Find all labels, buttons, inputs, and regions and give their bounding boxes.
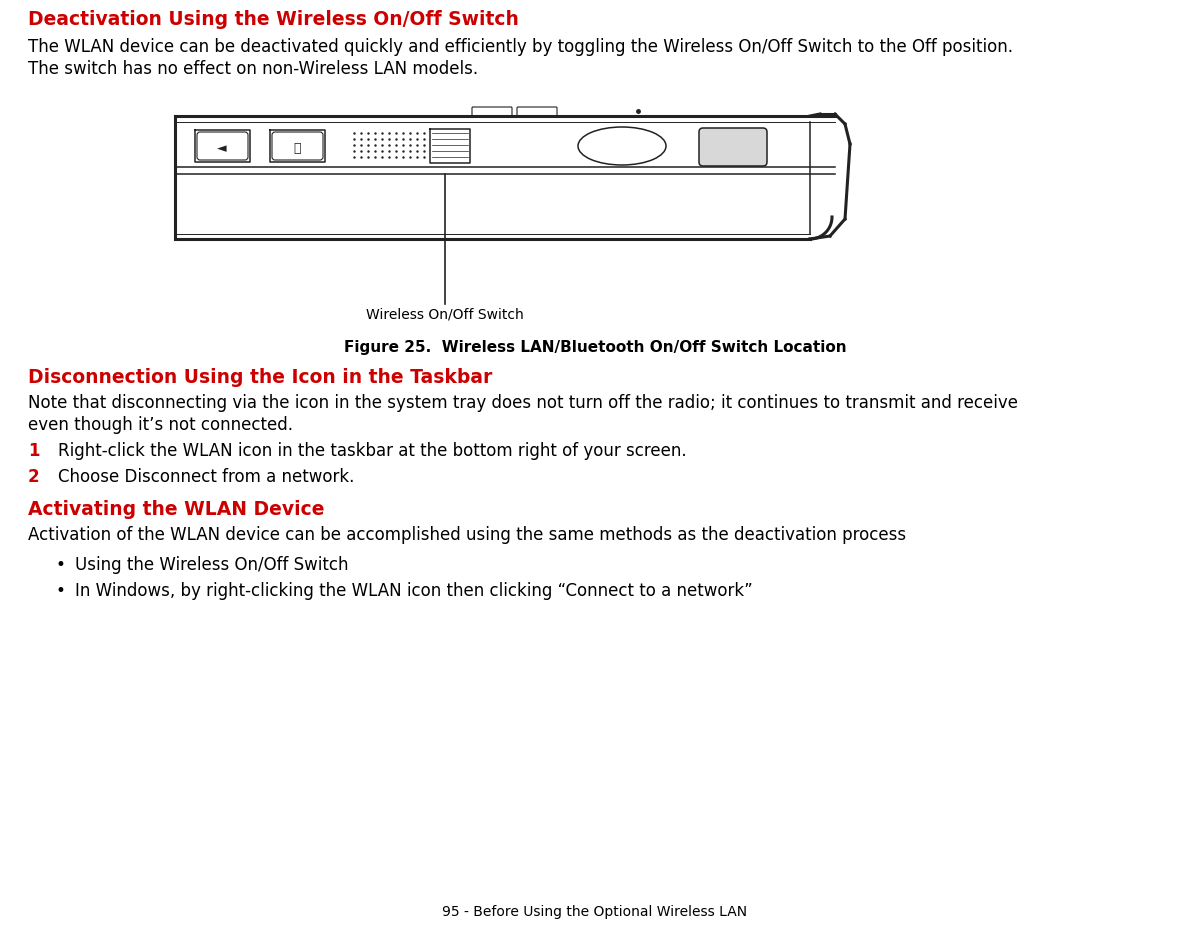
FancyBboxPatch shape xyxy=(516,108,557,117)
Text: Figure 25.  Wireless LAN/Bluetooth On/Off Switch Location: Figure 25. Wireless LAN/Bluetooth On/Off… xyxy=(344,339,846,355)
Text: Activation of the WLAN device can be accomplished using the same methods as the : Activation of the WLAN device can be acc… xyxy=(29,526,906,543)
Text: In Windows, by right-clicking the WLAN icon then clicking “Connect to a network”: In Windows, by right-clicking the WLAN i… xyxy=(75,581,753,600)
Text: Deactivation Using the Wireless On/Off Switch: Deactivation Using the Wireless On/Off S… xyxy=(29,10,519,29)
Text: Note that disconnecting via the icon in the system tray does not turn off the ra: Note that disconnecting via the icon in … xyxy=(29,394,1017,412)
FancyBboxPatch shape xyxy=(472,108,512,117)
Text: 1: 1 xyxy=(29,441,39,460)
Text: 2: 2 xyxy=(29,467,39,486)
Text: even though it’s not connected.: even though it’s not connected. xyxy=(29,415,293,434)
Ellipse shape xyxy=(578,128,666,166)
FancyBboxPatch shape xyxy=(699,129,768,167)
Text: •: • xyxy=(55,581,65,600)
Text: •: • xyxy=(55,555,65,574)
FancyBboxPatch shape xyxy=(198,133,248,160)
Text: Right-click the WLAN icon in the taskbar at the bottom right of your screen.: Right-click the WLAN icon in the taskbar… xyxy=(58,441,687,460)
Text: The switch has no effect on non-Wireless LAN models.: The switch has no effect on non-Wireless… xyxy=(29,60,478,78)
Text: The WLAN device can be deactivated quickly and efficiently by toggling the Wirel: The WLAN device can be deactivated quick… xyxy=(29,38,1013,56)
Text: 95 - Before Using the Optional Wireless LAN: 95 - Before Using the Optional Wireless … xyxy=(443,904,747,918)
Text: Wireless On/Off Switch: Wireless On/Off Switch xyxy=(367,308,524,322)
Text: Using the Wireless On/Off Switch: Using the Wireless On/Off Switch xyxy=(75,555,349,574)
Text: Choose Disconnect from a network.: Choose Disconnect from a network. xyxy=(58,467,355,486)
Text: Activating the WLAN Device: Activating the WLAN Device xyxy=(29,500,325,518)
Text: ◄: ◄ xyxy=(218,143,227,156)
Text: ⚿: ⚿ xyxy=(293,143,301,156)
Text: Disconnection Using the Icon in the Taskbar: Disconnection Using the Icon in the Task… xyxy=(29,368,493,387)
FancyBboxPatch shape xyxy=(273,133,322,160)
